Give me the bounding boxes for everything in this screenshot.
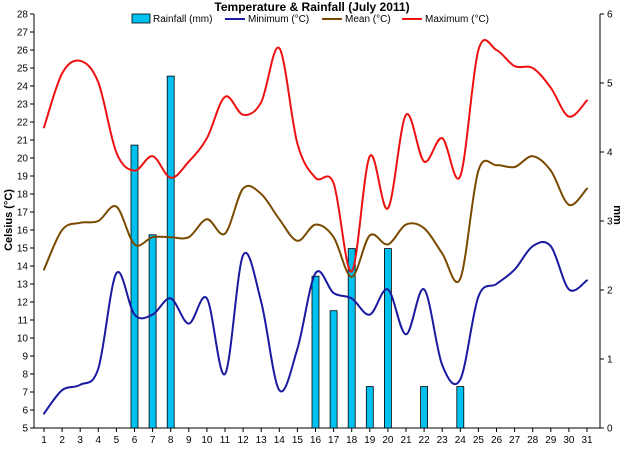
y-tick-label: 8 (22, 370, 28, 381)
x-tick-label: 26 (491, 435, 503, 446)
y-tick-label: 14 (17, 262, 29, 273)
x-tick-label: 13 (256, 435, 268, 446)
y-tick-label: 11 (18, 316, 29, 327)
x-tick-label: 15 (292, 435, 304, 446)
y-tick-label: 18 (17, 190, 29, 201)
x-tick-label: 12 (238, 435, 250, 446)
x-tick-label: 10 (201, 435, 213, 446)
temperature-lines (43, 39, 588, 415)
y-tick-label: 10 (17, 334, 29, 345)
x-tick-label: 7 (150, 435, 156, 446)
y-tick-label: 21 (17, 136, 29, 147)
rainfall-bar (456, 386, 465, 429)
legend-rainfall-label: Rainfall (mm) (153, 14, 212, 25)
legend-minimum-label: Minimum (°C) (248, 14, 309, 25)
x-tick-label: 2 (59, 435, 65, 446)
x-tick-label: 22 (419, 435, 431, 446)
y-tick-label: 13 (17, 280, 29, 291)
rainfall-bar (383, 248, 392, 429)
chart-title: Temperature & Rainfall (July 2011) (214, 0, 409, 14)
x-tick-label: 4 (96, 435, 102, 446)
x-tick-label: 23 (437, 435, 449, 446)
x-tick-label: 20 (382, 435, 394, 446)
y2-tick-label: 1 (607, 355, 613, 366)
legend-maximum-label: Maximum (°C) (425, 14, 489, 25)
rainfall-bar (311, 275, 320, 429)
x-tick-label: 25 (473, 435, 485, 446)
y-tick-label: 5 (22, 424, 28, 435)
x-tick-label: 6 (132, 435, 138, 446)
y-tick-label: 9 (22, 352, 28, 363)
rainfall-bar (420, 386, 429, 429)
y-tick-label: 25 (17, 64, 29, 75)
y-tick-label: 16 (17, 226, 29, 237)
x-tick-label: 27 (509, 435, 521, 446)
y-tick-label: 19 (17, 172, 29, 183)
y-tick-label: 27 (17, 28, 29, 39)
rainfall-bars (130, 75, 465, 429)
x-tick-label: 11 (220, 435, 231, 446)
y2-axis-title: mm (611, 205, 623, 225)
y-tick-label: 28 (17, 10, 29, 21)
y-tick-label: 22 (17, 118, 29, 129)
legend-mean-label: Mean (°C) (345, 14, 391, 25)
rainfall-bar (365, 386, 374, 429)
maximum-line (43, 39, 588, 273)
y-tick-label: 24 (17, 82, 29, 93)
y-tick-label: 7 (22, 388, 28, 399)
x-tick-label: 30 (563, 435, 575, 446)
y-tick-label: 15 (17, 244, 29, 255)
x-tick-label: 3 (77, 435, 83, 446)
legend: Rainfall (mm) Minimum (°C) Mean (°C) Max… (131, 13, 489, 25)
x-tick-label: 8 (168, 435, 174, 446)
rainfall-bar (166, 75, 175, 429)
x-tick-label: 17 (328, 435, 340, 446)
y-tick-label: 26 (17, 46, 29, 57)
y2-tick-label: 5 (607, 79, 613, 90)
y-tick-label: 20 (17, 154, 29, 165)
minimum-line (43, 241, 588, 415)
x-tick-label: 18 (346, 435, 358, 446)
rainfall-bar (329, 310, 338, 429)
y2-tick-label: 4 (607, 148, 613, 159)
x-tick-label: 19 (364, 435, 376, 446)
x-tick-label: 31 (581, 435, 593, 446)
y2-tick-label: 2 (607, 286, 613, 297)
x-tick-label: 24 (455, 435, 467, 446)
x-tick-label: 9 (186, 435, 192, 446)
x-tick-label: 1 (41, 435, 47, 446)
y-tick-label: 17 (17, 208, 29, 219)
x-tick-label: 16 (310, 435, 322, 446)
x-tick-label: 29 (545, 435, 557, 446)
mean-line (43, 155, 588, 283)
x-tick-label: 5 (114, 435, 120, 446)
y-tick-label: 12 (17, 298, 29, 309)
x-tick-label: 14 (274, 435, 286, 446)
y-tick-label: 6 (22, 406, 28, 417)
x-tick-label: 21 (400, 435, 412, 446)
y2-tick-label: 3 (607, 217, 613, 228)
rainfall-bar (130, 144, 139, 429)
y-axis-title: Celsius (°C) (3, 189, 15, 251)
rainfall-bar (148, 234, 157, 429)
y2-tick-label: 6 (607, 10, 613, 21)
legend-rainfall-swatch (131, 13, 151, 24)
rainfall-bar (347, 248, 356, 429)
x-tick-label: 28 (527, 435, 539, 446)
y-tick-label: 23 (17, 100, 29, 111)
y2-tick-label: 0 (607, 424, 613, 435)
